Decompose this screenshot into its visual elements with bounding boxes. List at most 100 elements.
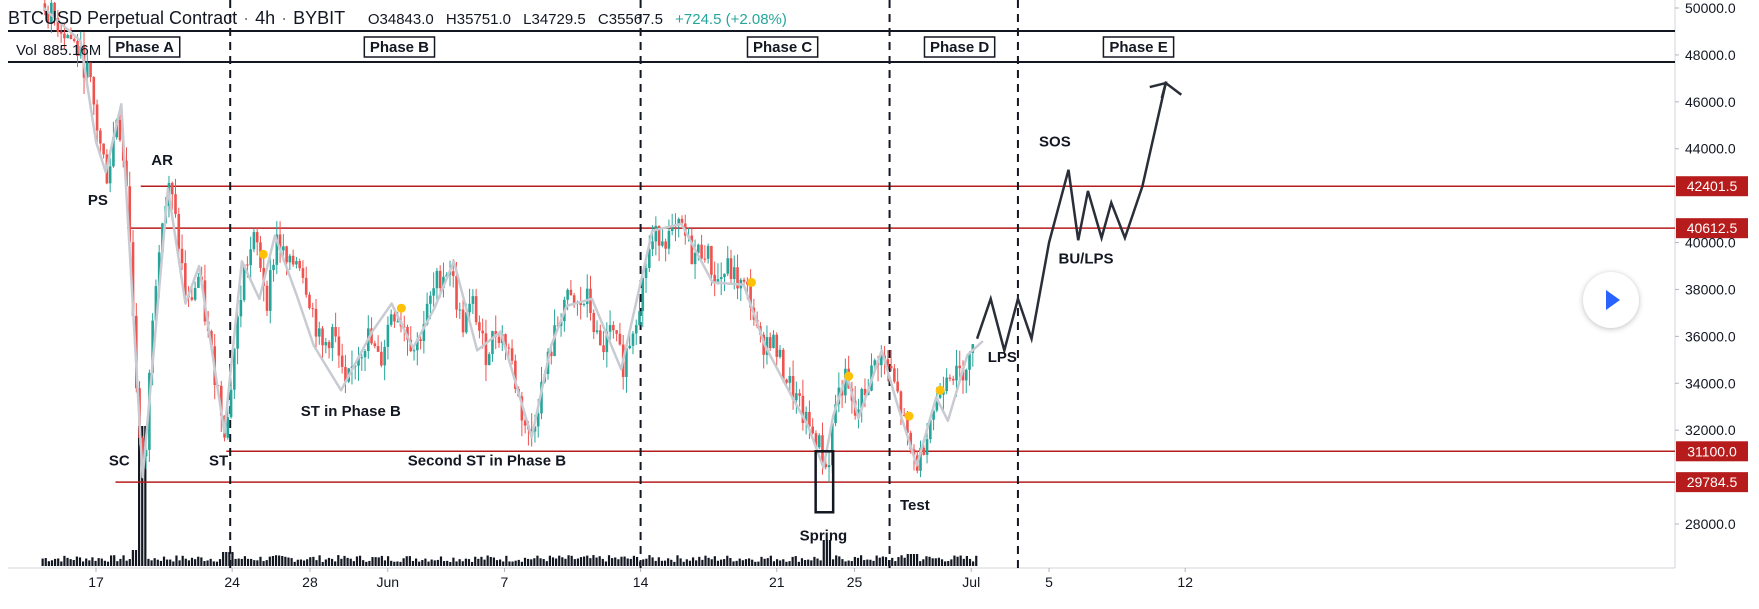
volume-bar [439,556,443,566]
level-price-tag [1676,176,1748,197]
candle-body [654,225,658,242]
candle-body [932,410,935,420]
candle-body [697,244,700,253]
volume-bar [856,557,860,566]
candle-body [948,377,952,379]
phase-label: Phase B [370,39,429,56]
volume-bar [723,559,726,566]
volume-bar [505,555,508,566]
volume-bar [626,558,629,566]
candle-body [798,393,801,396]
candle-body [899,391,903,416]
candle-body [344,366,347,382]
spring-box [814,450,835,514]
candle-body [317,328,321,337]
volume-bar [209,558,212,566]
volume-bar [346,557,349,566]
candle-body [536,413,540,427]
candle-body [327,342,331,349]
symbol-title[interactable]: BTCUSD Perpetual Contract [8,8,238,28]
candle-body [233,348,236,390]
candle-body [295,261,298,265]
volume-bar [41,558,44,566]
candle-body [657,225,661,246]
candle-body [929,419,932,440]
volume-bar [458,559,461,566]
volume-bar [57,558,60,566]
annotation-label: SC [109,452,130,469]
volume-bar [402,558,405,566]
volume-bar [909,554,912,566]
candle-body [706,245,710,259]
candle-body [690,235,694,265]
replay-play-button[interactable] [1583,272,1639,328]
volume-bar [595,557,598,566]
volume-bar [716,560,720,566]
volume-bar [386,556,390,566]
level-price-label: 42401.5 [1687,178,1738,194]
candle-body [955,365,958,381]
volume-bar [916,554,919,566]
volume-bar [69,559,72,566]
volume-bar [212,561,215,566]
candle-body [157,252,161,287]
candle-body [239,300,243,317]
volume-bar [950,559,953,566]
candle-body [553,325,556,357]
volume-bar [713,556,716,566]
volume-bar [508,561,511,566]
volume-bar [972,561,975,566]
volume-bar [156,559,159,566]
candle-body [902,415,906,417]
candle-body [670,226,674,231]
candle-body [857,409,860,416]
candle-body [455,276,458,310]
volume-bar [592,555,595,566]
volume-bar [583,556,586,566]
candle-body [893,368,896,382]
candle-body [363,351,367,358]
candle-body [389,314,393,325]
volume-bar [296,559,299,566]
candle-body [451,271,455,277]
candle-body [154,286,158,321]
candle-body [484,333,488,366]
interval-label[interactable]: 4h [255,8,276,28]
projection-path[interactable] [975,80,1183,356]
volume-bar [97,558,100,566]
volume-bar [206,560,209,566]
volume-bar [698,556,701,566]
volume-bar [63,555,66,566]
phase-label: Phase D [930,39,989,56]
volume-bar [962,558,965,566]
volume-bar [738,558,741,566]
volume-bar [629,558,632,566]
volume-bar [539,558,542,566]
volume-bar [110,555,113,566]
volume-bar [467,559,471,566]
candle-body [540,381,543,414]
volume-bar [564,558,567,566]
candle-body [648,249,651,269]
candle-body [193,287,197,300]
volume-bar [589,558,592,566]
volume-bar [371,557,374,566]
volume-bar [218,559,222,566]
volume-bar [418,561,421,566]
candle-body [634,325,638,334]
price-tick-label: 34000.0 [1685,375,1736,391]
candle-body [631,333,635,346]
volume-bar [782,559,785,566]
volume-bar [891,557,894,566]
time-tick-label: 28 [302,574,318,590]
candle-body [59,31,63,34]
volume-bar [203,561,206,566]
annotation-label: ST in Phase B [301,403,401,420]
candle-body [396,321,400,323]
volume-bar [436,559,439,566]
volume-bar [601,558,604,566]
candle-body [801,395,805,423]
volume-bar [274,555,278,566]
